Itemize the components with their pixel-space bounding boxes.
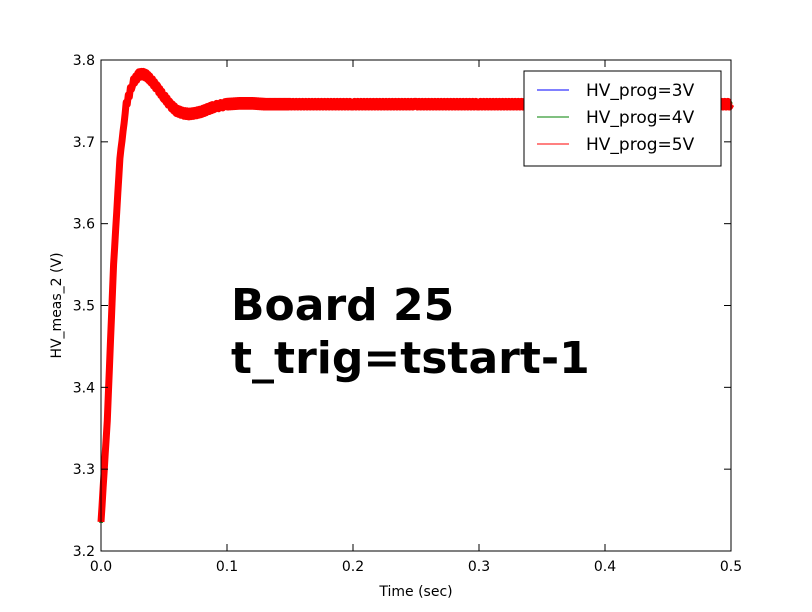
board-annotation: Board 25 t_trig=tstart-1 <box>231 280 590 384</box>
annotation-line-2: t_trig=tstart-1 <box>231 333 590 384</box>
y-tick-label: 3.6 <box>73 217 95 233</box>
y-tick-label: 3.7 <box>73 135 95 151</box>
x-tick-label: 0.5 <box>720 559 742 575</box>
legend-box <box>523 70 722 167</box>
annotation-line-1: Board 25 <box>231 280 454 331</box>
y-tick-label: 3.5 <box>73 299 95 315</box>
y-tick-label: 3.2 <box>73 544 95 560</box>
tick-layer: 0.0 0.1 0.2 0.3 0.4 0.5 3.2 3.3 3.4 3.5 3.6 3.7 3.8 <box>73 53 742 575</box>
x-tick-label: 0.3 <box>468 559 490 575</box>
x-tick-label: 0.2 <box>342 559 364 575</box>
x-axis-label: Time (sec) <box>378 584 452 600</box>
y-tick-label: 3.3 <box>73 462 95 478</box>
chart-legend: HV_prog=3V HV_prog=4V HV_prog=5V <box>523 70 722 167</box>
x-tick-label: 0.0 <box>90 559 112 575</box>
y-tick-label: 3.4 <box>73 380 95 396</box>
legend-label: HV_prog=5V <box>586 135 695 155</box>
y-tick-label: 3.8 <box>73 53 95 69</box>
y-axis-label: HV_meas_2 (V) <box>49 252 65 358</box>
legend-label: HV_prog=4V <box>586 108 695 128</box>
x-tick-label: 0.4 <box>594 559 616 575</box>
legend-label: HV_prog=3V <box>586 81 695 101</box>
x-tick-label: 0.1 <box>216 559 238 575</box>
